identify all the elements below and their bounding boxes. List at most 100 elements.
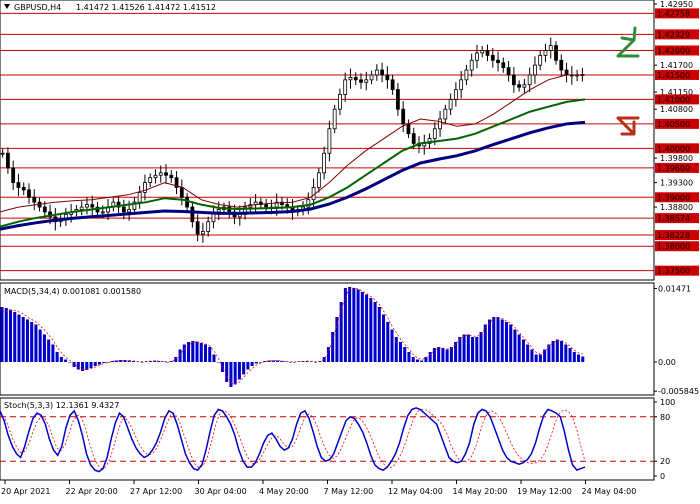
candle-body <box>174 177 179 188</box>
time-tick-label: 12 May 04:00 <box>388 487 443 496</box>
price-tick-label: 1.41500 <box>657 71 690 80</box>
macd-bar <box>398 342 403 362</box>
macd-bar <box>42 334 46 362</box>
symbol-timeframe-label: GBPUSD,H4 <box>14 3 61 12</box>
level-label-bg <box>655 213 699 224</box>
macd-bar <box>259 362 263 363</box>
ma-mid-line <box>0 98 586 228</box>
macd-bar <box>377 307 381 362</box>
time-tick-label: 30 Apr 04:00 <box>195 487 247 496</box>
macd-bar <box>182 344 186 362</box>
macd-bar <box>106 362 110 363</box>
candle-body <box>316 172 321 188</box>
candle-body <box>359 79 363 83</box>
candle-body <box>206 221 211 232</box>
candle-body <box>380 69 384 76</box>
stoch-signal-line <box>0 408 586 470</box>
macd-bar <box>225 362 229 382</box>
candle-body <box>116 201 121 208</box>
candle-body <box>432 128 437 139</box>
candle-body <box>90 204 95 208</box>
macd-bar <box>352 288 356 362</box>
macd-bar <box>25 319 29 362</box>
macd-bar <box>208 347 212 362</box>
symbol-menu-triangle-icon[interactable] <box>4 4 10 9</box>
macd-bar <box>216 362 220 363</box>
macd-bar <box>445 349 449 362</box>
level-label-bg <box>655 143 699 154</box>
price-tick-label: 1.42950 <box>660 0 693 9</box>
macd-bar <box>233 362 237 385</box>
candle-body <box>406 123 411 135</box>
candle-body <box>548 45 553 51</box>
candle-body <box>353 76 358 81</box>
price-tick-label: 1.39600 <box>657 164 690 173</box>
stoch-main-line <box>0 407 586 473</box>
candle-body <box>48 211 52 218</box>
candle-body <box>543 50 548 56</box>
macd-bar <box>59 357 63 362</box>
time-tick-label: 24 May 04:00 <box>582 487 637 496</box>
price-tick-label: 1.41700 <box>660 61 693 70</box>
stochastic-axis: 100 80 20 0 <box>654 398 675 481</box>
macd-bar <box>322 357 326 362</box>
macd-bar <box>555 339 559 362</box>
candle-body <box>401 108 406 125</box>
macd-bar <box>203 344 208 362</box>
candle-body <box>490 54 495 61</box>
candle-body <box>527 74 532 86</box>
candle-body <box>427 138 432 144</box>
macd-bar <box>538 354 542 362</box>
macd-bar <box>326 347 330 362</box>
macd-bar <box>161 361 165 362</box>
macd-bar <box>428 352 432 362</box>
macd-bar <box>212 354 216 362</box>
macd-bar <box>55 352 59 362</box>
macd-bar <box>85 362 89 370</box>
candle-body <box>453 89 458 100</box>
macd-bar <box>76 362 80 370</box>
macd-bar <box>314 362 318 363</box>
price-tick-label: 1.41000 <box>657 95 690 104</box>
macd-bar <box>271 360 275 362</box>
level-label-bg <box>655 69 699 80</box>
macd-bar <box>280 361 284 362</box>
ma-slow-line <box>0 120 586 231</box>
ma-fast-line <box>0 74 585 213</box>
candle-body <box>322 152 327 174</box>
time-tick-label: 22 Apr 20:00 <box>66 487 118 496</box>
candle-body <box>42 206 47 213</box>
price-tick-label: 1.40800 <box>660 105 693 114</box>
macd-tick-label: -0.005845 <box>658 387 699 396</box>
candle-body <box>164 172 168 176</box>
macd-bar <box>178 349 182 362</box>
macd-bar <box>72 362 76 367</box>
candle-body <box>564 69 569 76</box>
macd-bar <box>157 361 161 362</box>
macd-bar <box>335 317 339 362</box>
candle-body <box>137 191 142 203</box>
macd-bar <box>114 360 118 362</box>
candle-body <box>264 204 269 208</box>
macd-bar <box>195 341 199 362</box>
price-tick-label: 1.39300 <box>660 179 693 188</box>
candle-body <box>522 84 527 88</box>
candle-body <box>32 196 37 203</box>
level-label-bg <box>655 162 699 173</box>
macd-bar <box>437 347 441 362</box>
candle-body <box>16 182 21 188</box>
macd-bar <box>254 362 258 364</box>
macd-indicator <box>0 287 585 387</box>
macd-bar <box>242 362 246 375</box>
macd-bar <box>382 314 386 362</box>
candle-body <box>517 84 522 88</box>
moving-averages <box>0 74 586 231</box>
macd-bar <box>415 359 419 362</box>
macd-bar <box>479 332 483 362</box>
macd-bar <box>47 339 51 362</box>
red-down-arrow-icon <box>616 116 640 136</box>
macd-bar <box>517 334 521 362</box>
macd-bar <box>119 360 123 362</box>
stoch-tick-label: 80 <box>660 413 670 422</box>
macd-bar <box>496 317 500 362</box>
